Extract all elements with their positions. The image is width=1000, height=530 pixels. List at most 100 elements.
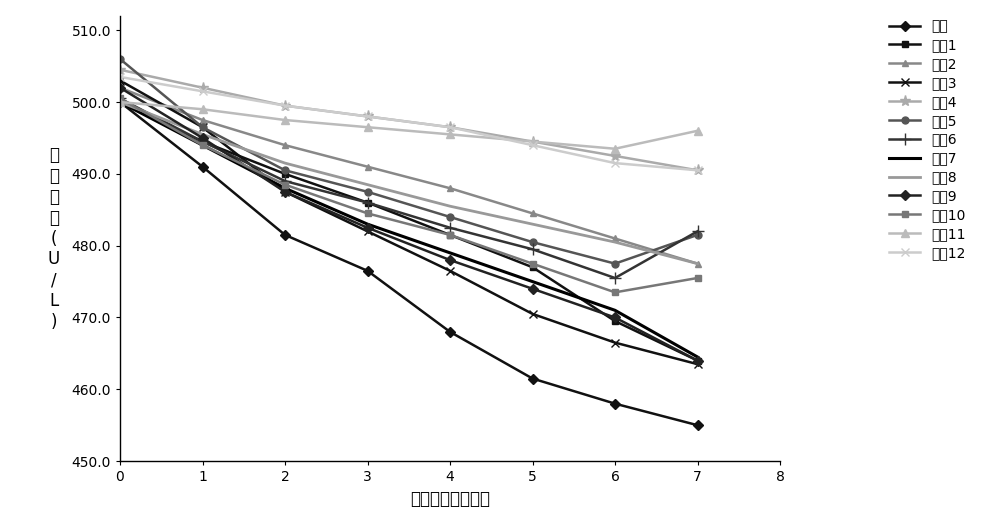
Line: 实例3: 实例3: [116, 76, 702, 368]
实例5: [692, 232, 704, 238]
实例4: [526, 138, 538, 145]
实例6: [444, 225, 456, 231]
实例4: [279, 102, 291, 109]
实例7: [526, 278, 538, 285]
实例9: [196, 135, 209, 141]
实例1: [526, 264, 538, 270]
实例6: [526, 246, 538, 252]
实例7: [114, 99, 126, 105]
实例2: [279, 142, 291, 148]
实例9: [444, 257, 456, 263]
实例10: [279, 181, 291, 188]
实例3: [526, 311, 538, 317]
Line: 实例8: 实例8: [120, 102, 698, 263]
实例1: [609, 318, 621, 324]
Line: 实例10: 实例10: [117, 95, 701, 296]
实例9: [526, 286, 538, 292]
实例12: [362, 113, 374, 120]
实例4: [196, 84, 209, 91]
X-axis label: 热加速时间（天）: 热加速时间（天）: [410, 490, 490, 508]
Line: 实例1: 实例1: [117, 99, 701, 364]
对照: [114, 99, 126, 105]
实例12: [526, 142, 538, 148]
对照: [196, 164, 209, 170]
实例12: [444, 124, 456, 130]
实例1: [362, 199, 374, 206]
实例6: [196, 138, 209, 145]
实例10: [526, 260, 538, 267]
实例4: [362, 113, 374, 120]
实例9: [609, 314, 621, 321]
Legend: 对照, 实例1, 实例2, 实例3, 实例4, 实例5, 实例6, 实例7, 实例8, 实例9, 实例10, 实例11, 实例12: 对照, 实例1, 实例2, 实例3, 实例4, 实例5, 实例6, 实例7, 实…: [884, 14, 971, 266]
实例11: [526, 138, 538, 145]
实例11: [609, 146, 621, 152]
实例9: [114, 84, 126, 91]
实例5: [279, 167, 291, 173]
实例1: [196, 138, 209, 145]
实例7: [362, 221, 374, 227]
实例5: [444, 214, 456, 220]
实例8: [196, 131, 209, 138]
实例11: [692, 128, 704, 134]
对照: [362, 268, 374, 274]
实例2: [114, 84, 126, 91]
实例5: [196, 124, 209, 130]
实例3: [196, 124, 209, 130]
实例6: [279, 178, 291, 184]
实例2: [692, 260, 704, 267]
实例2: [526, 210, 538, 217]
实例9: [692, 357, 704, 364]
Line: 实例9: 实例9: [117, 84, 701, 364]
实例7: [692, 354, 704, 360]
对照: [279, 232, 291, 238]
实例2: [609, 235, 621, 242]
Line: 实例2: 实例2: [117, 84, 701, 267]
对照: [526, 375, 538, 382]
实例10: [196, 142, 209, 148]
Line: 实例5: 实例5: [117, 56, 701, 267]
实例8: [692, 260, 704, 267]
实例7: [279, 185, 291, 191]
实例8: [362, 181, 374, 188]
实例8: [609, 239, 621, 245]
实例5: [362, 189, 374, 195]
实例10: [362, 210, 374, 217]
实例11: [114, 99, 126, 105]
实例12: [279, 102, 291, 109]
实例10: [114, 95, 126, 102]
实例12: [692, 167, 704, 173]
实例12: [196, 88, 209, 94]
实例6: [114, 95, 126, 102]
实例6: [609, 275, 621, 281]
实例2: [196, 117, 209, 123]
实例11: [196, 106, 209, 112]
实例6: [692, 228, 704, 234]
实例1: [444, 232, 456, 238]
实例8: [526, 221, 538, 227]
实例3: [362, 228, 374, 234]
Line: 实例12: 实例12: [116, 73, 702, 174]
实例12: [609, 160, 621, 166]
实例2: [444, 185, 456, 191]
实例10: [444, 232, 456, 238]
Line: 实例7: 实例7: [120, 102, 698, 357]
实例5: [114, 56, 126, 62]
实例4: [692, 167, 704, 173]
对照: [692, 422, 704, 428]
实例8: [114, 99, 126, 105]
实例1: [279, 171, 291, 177]
实例6: [362, 199, 374, 206]
实例3: [444, 268, 456, 274]
实例10: [692, 275, 704, 281]
实例11: [444, 131, 456, 138]
实例3: [114, 77, 126, 84]
实例4: [114, 67, 126, 73]
实例12: [114, 74, 126, 80]
实例5: [609, 260, 621, 267]
实例10: [609, 289, 621, 296]
实例7: [196, 142, 209, 148]
实例9: [362, 225, 374, 231]
实例7: [609, 307, 621, 313]
实例11: [279, 117, 291, 123]
实例3: [279, 189, 291, 195]
